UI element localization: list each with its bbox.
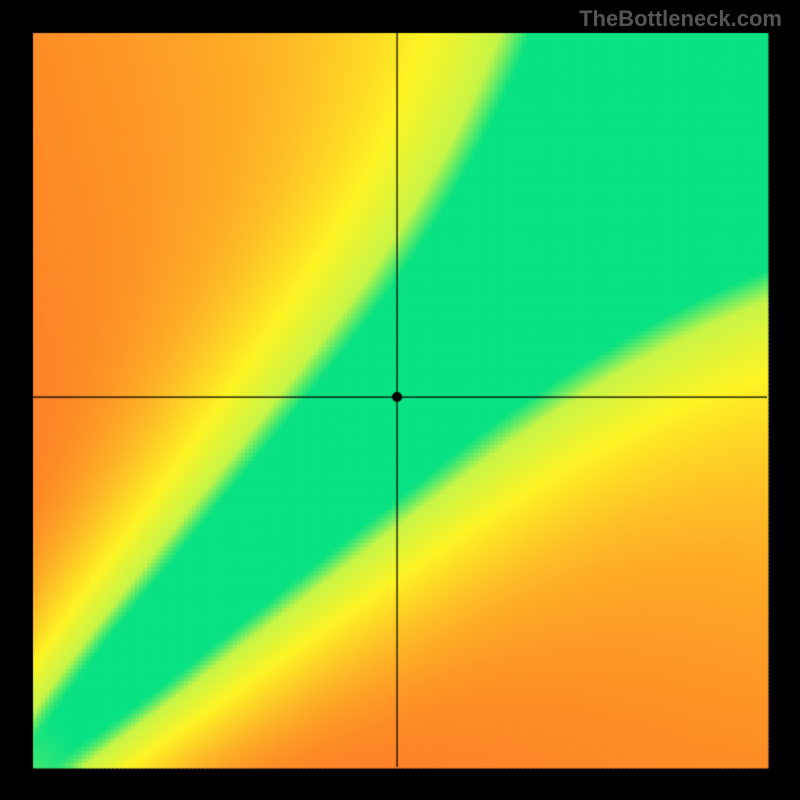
watermark-label: TheBottleneck.com [579, 6, 782, 32]
bottleneck-heatmap [0, 0, 800, 800]
chart-container: TheBottleneck.com [0, 0, 800, 800]
